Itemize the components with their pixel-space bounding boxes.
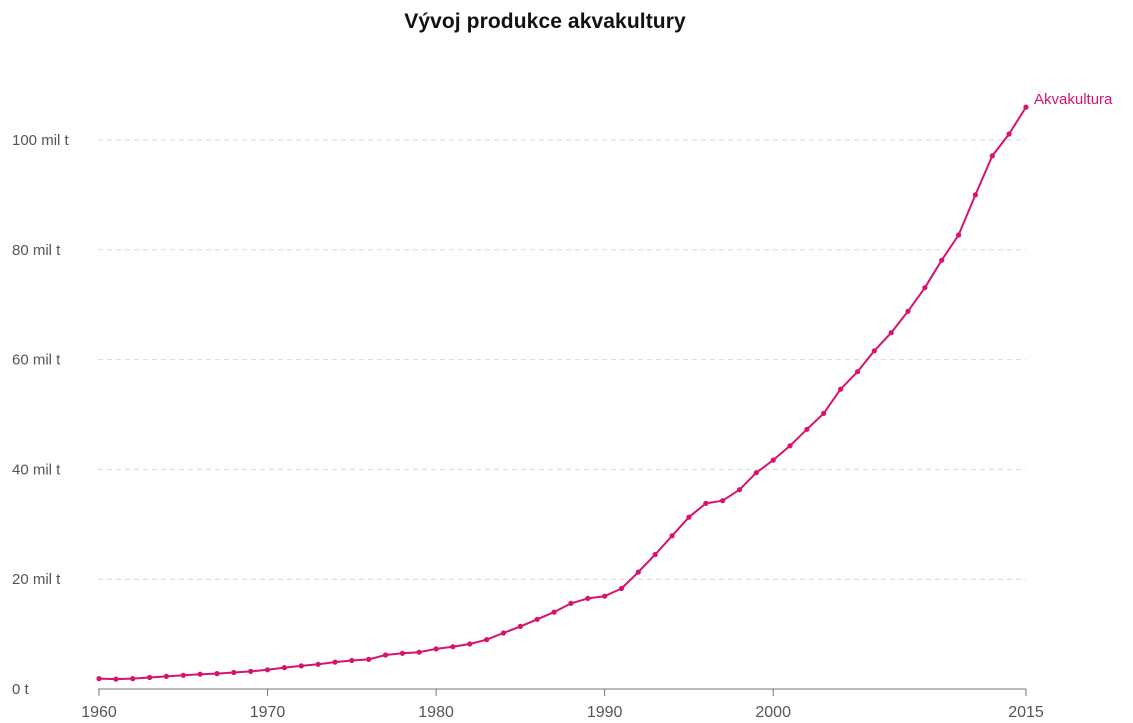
data-point [939, 257, 945, 263]
data-point [568, 600, 574, 607]
chart-title: Vývoj produkce akvakultury [404, 10, 686, 33]
data-point [433, 646, 439, 652]
data-point [163, 673, 169, 680]
x-tick-label: 2000 [755, 704, 791, 721]
data-point [821, 410, 827, 416]
y-tick-label: 100 mil t [12, 132, 70, 149]
y-tick-label: 40 mil t [12, 461, 61, 478]
data-point [248, 668, 254, 675]
x-tick-label: 2015 [1008, 704, 1044, 721]
data-point [804, 426, 810, 432]
data-point [972, 192, 979, 198]
data-point [416, 649, 422, 655]
data-point [770, 457, 776, 463]
data-point [298, 663, 304, 669]
data-point [551, 609, 557, 615]
data-point [332, 659, 338, 665]
data-point [753, 470, 759, 476]
data-point [113, 676, 119, 682]
data-point [1023, 104, 1029, 110]
data-point [484, 637, 490, 643]
grid-lines [98, 139, 1026, 580]
data-point [366, 656, 372, 663]
data-point [585, 595, 591, 602]
x-tick-label: 1980 [418, 704, 454, 721]
data-point [382, 652, 389, 658]
data-point [652, 551, 658, 558]
series-line [98, 106, 1027, 681]
data-point [635, 569, 641, 575]
data-point [517, 623, 524, 630]
data-point [147, 674, 153, 681]
data-point [989, 153, 995, 159]
data-point [264, 667, 271, 673]
data-point [281, 665, 287, 671]
data-point [315, 661, 321, 667]
data-point [450, 644, 456, 650]
data-point [922, 285, 928, 291]
data-point [130, 676, 136, 682]
data-point [534, 616, 540, 622]
data-point [602, 593, 608, 599]
y-tick-label: 80 mil t [12, 242, 61, 259]
series-akvakultura: Akvakultura [96, 91, 1113, 682]
data-point [618, 585, 625, 592]
data-point [399, 650, 405, 656]
y-tick-label: 60 mil t [12, 352, 61, 369]
data-point [871, 348, 877, 354]
x-tick-label: 1970 [250, 704, 286, 721]
data-point [956, 232, 962, 238]
data-point [888, 330, 894, 336]
data-point [180, 672, 186, 678]
x-tick-label: 1990 [587, 704, 623, 721]
data-point [720, 498, 726, 504]
data-point [214, 671, 220, 677]
data-point [96, 676, 102, 682]
x-axis [98, 688, 1027, 696]
data-point [231, 669, 237, 676]
data-point [197, 671, 203, 677]
data-point [703, 500, 709, 506]
data-point [467, 641, 473, 647]
y-tick-label: 20 mil t [12, 571, 61, 588]
data-point [349, 657, 355, 664]
data-point [905, 308, 911, 314]
series-label: Akvakultura [1034, 91, 1113, 108]
x-tick-label: 1960 [81, 704, 117, 721]
x-axis-labels: 1960 1970 1980 1990 2000 2015 [81, 704, 1044, 721]
y-axis-labels: 0 t 20 mil t 40 mil t 60 mil t 80 mil t 100 m… [12, 132, 70, 698]
data-point [736, 487, 743, 493]
data-point [686, 514, 692, 520]
data-point [669, 533, 675, 539]
data-point [1006, 131, 1012, 137]
data-point [838, 386, 844, 392]
y-tick-label: 0 t [12, 681, 30, 698]
data-point [854, 369, 861, 375]
data-point [787, 443, 793, 449]
data-point [500, 630, 507, 636]
